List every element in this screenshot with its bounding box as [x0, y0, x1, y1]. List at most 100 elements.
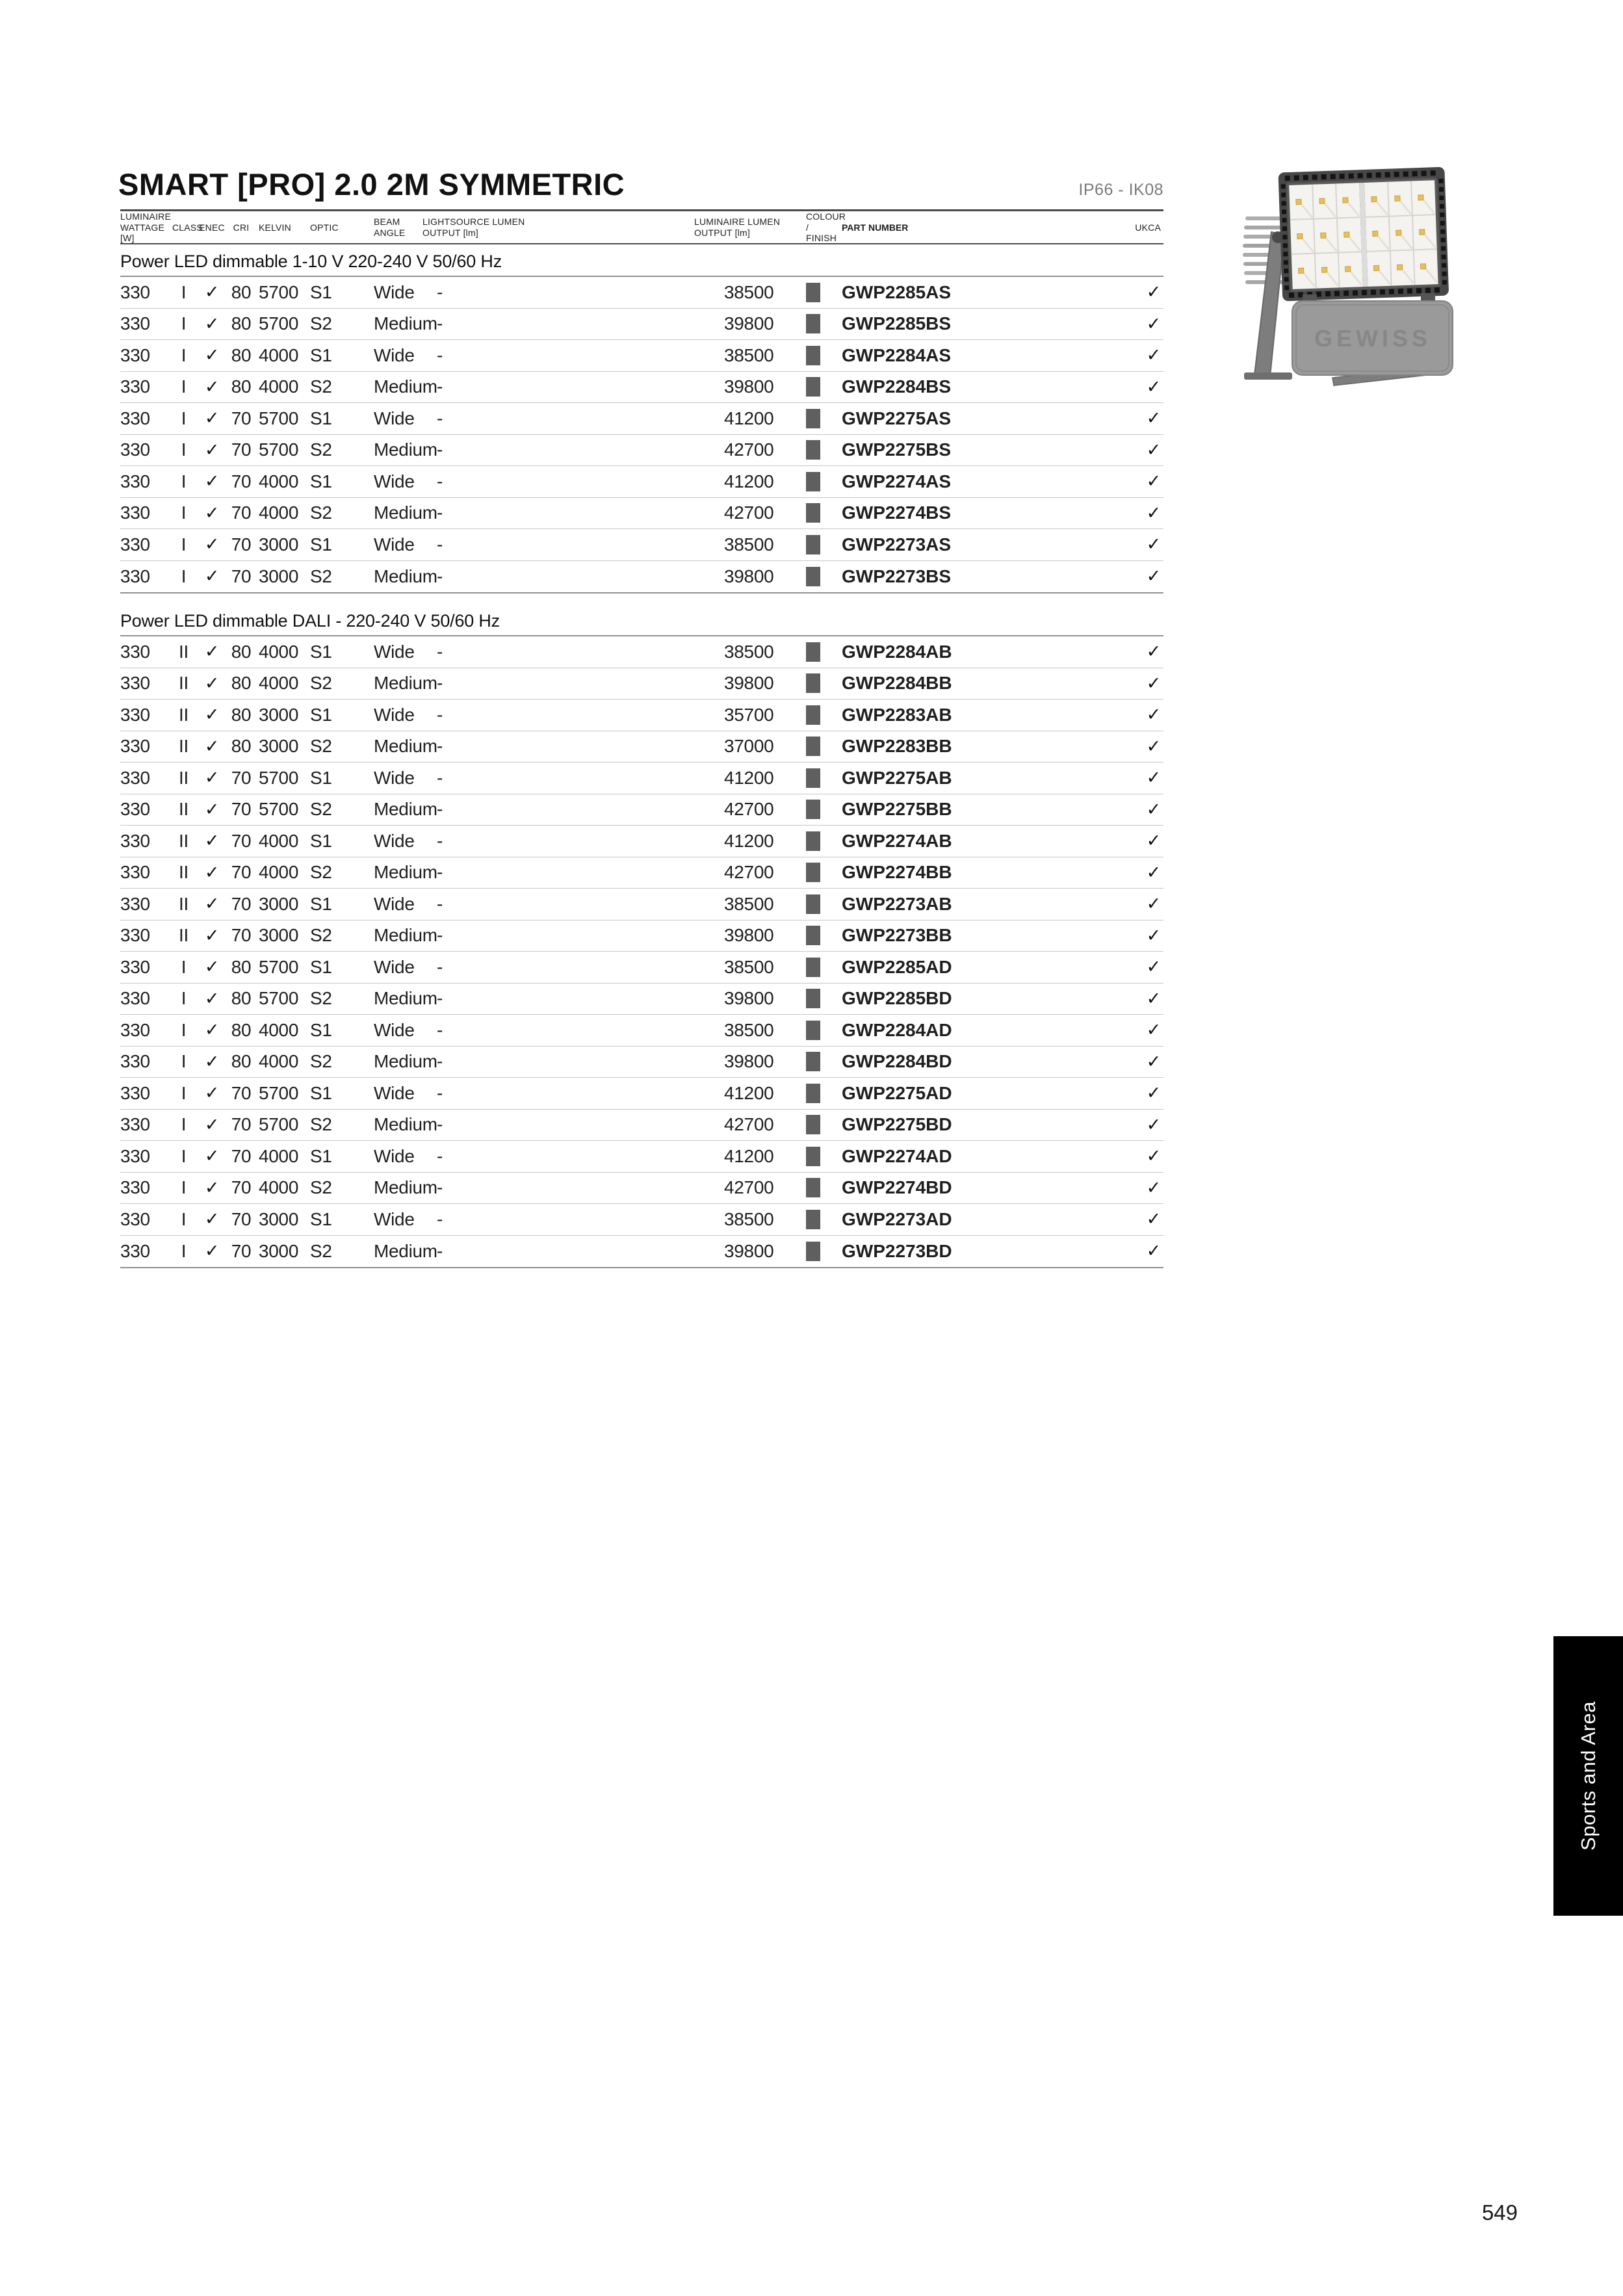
- class-cell: I: [181, 408, 187, 428]
- class-cell: I: [181, 502, 187, 523]
- ukca-check: ✓: [1146, 1083, 1162, 1103]
- kelvin-cell: 4000: [259, 502, 299, 523]
- cri-cell: 80: [231, 281, 252, 302]
- table-row: 330 I ✓ 80 5700 S1 Wide - 38500 GWP2285AD ✓: [120, 952, 1163, 984]
- colour-finish-cell: [803, 566, 842, 586]
- colour-swatch: [806, 377, 820, 397]
- table-row: 330 I ✓ 70 3000 S1 Wide - 38500 GWP2273AS ✓: [120, 529, 1163, 561]
- colour-swatch: [806, 642, 820, 662]
- ukca-check: ✓: [1146, 1114, 1162, 1134]
- beam-angle-cell: Medium: [374, 799, 437, 820]
- colour-finish-cell: [803, 1146, 842, 1166]
- lightsource-lumen-cell: -: [437, 1240, 443, 1261]
- part-number-cell: GWP2274AS: [842, 471, 952, 491]
- luminaire-lumen-cell: 41200: [724, 471, 774, 491]
- beam-angle-cell: Wide: [374, 767, 415, 788]
- ukca-check: ✓: [1146, 1020, 1162, 1040]
- table-row: 330 II ✓ 70 5700 S2 Medium - 42700 GWP2275BB ✓: [120, 794, 1163, 826]
- luminaire-lumen-cell: 39800: [724, 1051, 774, 1072]
- lightsource-lumen-cell: -: [437, 1208, 443, 1229]
- table-row: 330 I ✓ 70 5700 S1 Wide - 41200 GWP2275AS ✓: [120, 403, 1163, 435]
- class-cell: II: [179, 893, 188, 914]
- optic-cell: S2: [310, 799, 332, 820]
- lightsource-lumen-cell: -: [437, 345, 443, 365]
- class-cell: I: [181, 956, 187, 977]
- table-row: 330 II ✓ 80 4000 S1 Wide - 38500 GWP2284AB ✓: [120, 636, 1163, 668]
- beam-angle-cell: Wide: [374, 830, 415, 851]
- optic-cell: S1: [310, 408, 332, 428]
- cri-cell: 70: [231, 1240, 252, 1261]
- enec-check: ✓: [204, 957, 220, 977]
- table-row: 330 I ✓ 70 4000 S1 Wide - 41200 GWP2274AD ✓: [120, 1141, 1163, 1173]
- optic-cell: S2: [310, 313, 332, 334]
- header-cri: CRI: [233, 222, 250, 233]
- lightsource-lumen-cell: -: [437, 988, 443, 1009]
- beam-angle-cell: Medium: [374, 1051, 437, 1072]
- class-cell: I: [181, 1145, 187, 1166]
- cri-cell: 70: [231, 830, 252, 851]
- beam-angle-cell: Wide: [374, 345, 415, 365]
- beam-angle-cell: Medium: [374, 1114, 437, 1135]
- optic-cell: S1: [310, 767, 332, 788]
- floodlight-illustration: GEWISS: [1243, 166, 1453, 386]
- enec-check: ✓: [204, 439, 220, 460]
- table-row: 330 II ✓ 70 5700 S1 Wide - 41200 GWP2275AB ✓: [120, 763, 1163, 794]
- lightsource-lumen-cell: -: [437, 502, 443, 523]
- class-cell: I: [181, 1114, 187, 1135]
- luminaire-lumen-cell: 38500: [724, 281, 774, 302]
- lightsource-lumen-cell: -: [437, 1051, 443, 1072]
- optic-cell: S1: [310, 1145, 332, 1166]
- beam-angle-cell: Wide: [374, 704, 415, 725]
- kelvin-cell: 3000: [259, 566, 299, 586]
- colour-swatch: [806, 737, 820, 757]
- cri-cell: 70: [231, 566, 252, 586]
- category-side-tab: Sports and Area: [1553, 1636, 1623, 1916]
- ukca-check: ✓: [1146, 925, 1162, 945]
- ukca-check: ✓: [1146, 799, 1162, 819]
- enec-check: ✓: [204, 376, 220, 397]
- header-colour-finish: COLOUR / FINISH: [806, 211, 846, 244]
- cri-cell: 70: [231, 1208, 252, 1229]
- optic-cell: S2: [310, 673, 332, 694]
- ukca-check: ✓: [1146, 673, 1162, 693]
- ukca-check: ✓: [1146, 376, 1162, 397]
- kelvin-cell: 3000: [259, 925, 299, 946]
- part-number-cell: GWP2273AB: [842, 893, 952, 914]
- optic-cell: S2: [310, 1177, 332, 1198]
- wattage-cell: 330: [120, 408, 150, 428]
- class-cell: I: [181, 534, 187, 554]
- beam-angle-cell: Wide: [374, 1019, 415, 1040]
- table-row: 330 I ✓ 80 5700 S1 Wide - 38500 GWP2285AS ✓: [120, 277, 1163, 309]
- cri-cell: 70: [231, 925, 252, 946]
- luminaire-lumen-cell: 42700: [724, 1177, 774, 1198]
- cri-cell: 70: [231, 893, 252, 914]
- colour-swatch: [806, 408, 820, 428]
- enec-check: ✓: [204, 282, 220, 302]
- ukca-check: ✓: [1146, 502, 1162, 523]
- ukca-check: ✓: [1146, 1177, 1162, 1197]
- luminaire-lumen-cell: 38500: [724, 641, 774, 662]
- wattage-cell: 330: [120, 376, 150, 397]
- colour-swatch: [806, 1241, 820, 1261]
- optic-cell: S1: [310, 1208, 332, 1229]
- enec-check: ✓: [204, 642, 220, 662]
- ukca-check: ✓: [1146, 345, 1162, 365]
- colour-swatch: [806, 989, 820, 1009]
- luminaire-lumen-cell: 39800: [724, 673, 774, 694]
- colour-finish-cell: [803, 894, 842, 914]
- colour-finish-cell: [803, 1052, 842, 1072]
- section-heading: Power LED dimmable DALI - 220-240 V 50/6…: [120, 611, 500, 631]
- kelvin-cell: 5700: [259, 767, 299, 788]
- optic-cell: S1: [310, 1082, 332, 1103]
- table-row: 330 I ✓ 70 5700 S1 Wide - 41200 GWP2275AD ✓: [120, 1078, 1163, 1110]
- lightsource-lumen-cell: -: [437, 673, 443, 694]
- kelvin-cell: 3000: [259, 736, 299, 757]
- enec-check: ✓: [204, 831, 220, 851]
- colour-finish-cell: [803, 377, 842, 397]
- section-dimmable-1-10v: Power LED dimmable 1-10 V 220-240 V 50/6…: [120, 244, 1163, 594]
- optic-cell: S1: [310, 1019, 332, 1040]
- enec-check: ✓: [204, 502, 220, 523]
- section-rows: 330 I ✓ 80 5700 S1 Wide - 38500 GWP2285AS ✓ 330 I ✓ 80…: [120, 276, 1163, 594]
- part-number-cell: GWP2273AS: [842, 534, 952, 554]
